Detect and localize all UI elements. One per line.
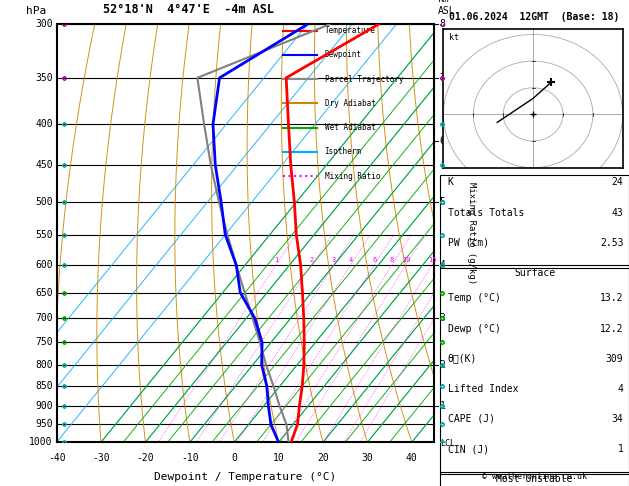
Text: 850: 850 bbox=[35, 381, 53, 391]
Text: 3: 3 bbox=[440, 313, 445, 324]
Text: Isotherm: Isotherm bbox=[325, 147, 362, 156]
Text: 2: 2 bbox=[310, 257, 314, 263]
Text: 24: 24 bbox=[611, 177, 623, 188]
Text: 450: 450 bbox=[35, 160, 53, 170]
Text: 4: 4 bbox=[348, 257, 353, 263]
Text: hPa: hPa bbox=[26, 6, 47, 16]
Text: Parcel Trajectory: Parcel Trajectory bbox=[325, 74, 403, 84]
Text: 43: 43 bbox=[611, 208, 623, 218]
Text: K: K bbox=[448, 177, 454, 188]
Text: 13.2: 13.2 bbox=[600, 294, 623, 303]
Text: 3: 3 bbox=[332, 257, 337, 263]
Text: 4: 4 bbox=[440, 260, 445, 270]
Text: kt: kt bbox=[449, 33, 459, 42]
Text: CAPE (J): CAPE (J) bbox=[448, 414, 495, 424]
Text: Most Unstable: Most Unstable bbox=[496, 474, 573, 484]
Text: Dewpoint / Temperature (°C): Dewpoint / Temperature (°C) bbox=[154, 471, 337, 482]
Text: Temperature: Temperature bbox=[325, 26, 376, 35]
Text: -40: -40 bbox=[48, 453, 65, 463]
Text: 0: 0 bbox=[231, 453, 237, 463]
Text: PW (cm): PW (cm) bbox=[448, 238, 489, 248]
Text: 350: 350 bbox=[35, 73, 53, 83]
Text: Dewpoint: Dewpoint bbox=[325, 51, 362, 59]
Text: Mixing Ratio (g/kg): Mixing Ratio (g/kg) bbox=[467, 182, 476, 284]
Text: -20: -20 bbox=[136, 453, 154, 463]
Text: 7: 7 bbox=[440, 73, 445, 83]
Text: 2.53: 2.53 bbox=[600, 238, 623, 248]
Text: 600: 600 bbox=[35, 260, 53, 270]
Bar bbox=[440, 175, 629, 268]
Text: 700: 700 bbox=[35, 313, 53, 324]
Text: CIN (J): CIN (J) bbox=[448, 444, 489, 454]
Text: 5: 5 bbox=[440, 197, 445, 207]
Text: θᴄ(K): θᴄ(K) bbox=[448, 354, 477, 364]
Text: 550: 550 bbox=[35, 230, 53, 240]
Text: km
ASL: km ASL bbox=[438, 0, 455, 16]
Text: 1: 1 bbox=[440, 400, 445, 411]
Text: 2: 2 bbox=[440, 360, 445, 370]
Text: 650: 650 bbox=[35, 288, 53, 298]
Text: 309: 309 bbox=[606, 354, 623, 364]
Text: 900: 900 bbox=[35, 400, 53, 411]
Text: 6: 6 bbox=[440, 136, 445, 146]
Text: 10: 10 bbox=[402, 257, 410, 263]
Text: 30: 30 bbox=[362, 453, 373, 463]
Bar bbox=[440, 472, 629, 486]
Text: 1: 1 bbox=[274, 257, 278, 263]
Text: Dewp (°C): Dewp (°C) bbox=[448, 324, 501, 333]
Text: 400: 400 bbox=[35, 119, 53, 129]
Text: Wet Adiabat: Wet Adiabat bbox=[325, 123, 376, 132]
Text: Temp (°C): Temp (°C) bbox=[448, 294, 501, 303]
Text: 52°18'N  4°47'E  -4m ASL: 52°18'N 4°47'E -4m ASL bbox=[103, 3, 274, 16]
Text: 8: 8 bbox=[390, 257, 394, 263]
Text: 750: 750 bbox=[35, 337, 53, 347]
Text: © weatheronline.co.uk: © weatheronline.co.uk bbox=[482, 472, 587, 481]
Text: 12.2: 12.2 bbox=[600, 324, 623, 333]
Text: -30: -30 bbox=[92, 453, 110, 463]
Text: Totals Totals: Totals Totals bbox=[448, 208, 524, 218]
Bar bbox=[440, 265, 629, 474]
Text: Dry Adiabat: Dry Adiabat bbox=[325, 99, 376, 108]
Text: 34: 34 bbox=[611, 414, 623, 424]
Text: Surface: Surface bbox=[514, 268, 555, 278]
Text: 500: 500 bbox=[35, 197, 53, 207]
Text: 15: 15 bbox=[428, 257, 437, 263]
Text: 1: 1 bbox=[618, 444, 623, 454]
Text: 20: 20 bbox=[317, 453, 329, 463]
Text: 01.06.2024  12GMT  (Base: 18): 01.06.2024 12GMT (Base: 18) bbox=[450, 12, 620, 22]
Text: 800: 800 bbox=[35, 360, 53, 370]
Text: 300: 300 bbox=[35, 19, 53, 29]
Text: 10: 10 bbox=[273, 453, 284, 463]
Text: 40: 40 bbox=[406, 453, 418, 463]
Text: 1000: 1000 bbox=[30, 437, 53, 447]
Text: -10: -10 bbox=[181, 453, 199, 463]
Text: 4: 4 bbox=[618, 384, 623, 394]
Text: LCL: LCL bbox=[440, 439, 455, 449]
Text: 950: 950 bbox=[35, 419, 53, 430]
Text: Lifted Index: Lifted Index bbox=[448, 384, 518, 394]
Text: Mixing Ratio: Mixing Ratio bbox=[325, 172, 380, 180]
Text: 8: 8 bbox=[440, 19, 445, 29]
Text: 6: 6 bbox=[372, 257, 377, 263]
